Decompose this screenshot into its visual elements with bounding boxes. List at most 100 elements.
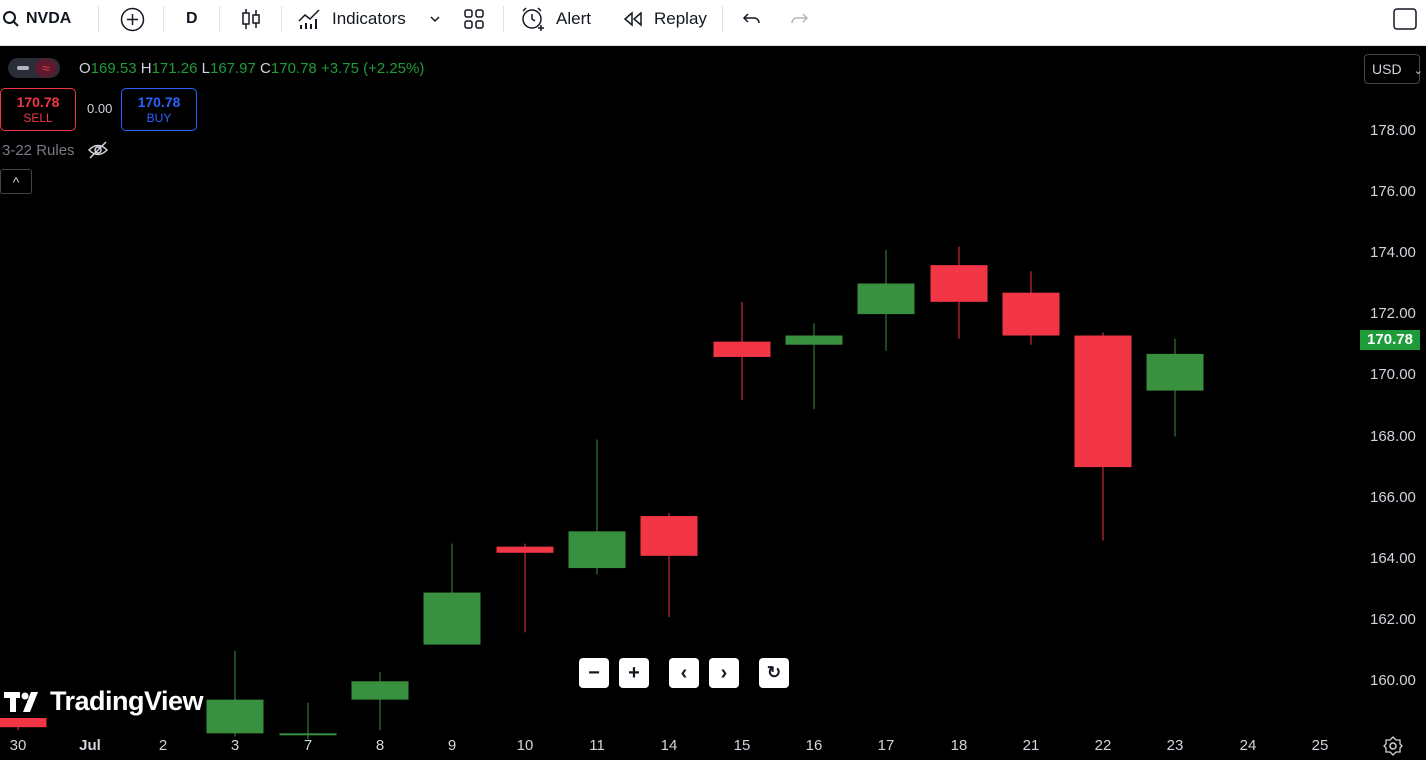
candle-14 bbox=[640, 513, 698, 618]
symbol-search[interactable]: NVDA bbox=[2, 0, 71, 38]
high-key: H bbox=[140, 60, 152, 77]
currency-select[interactable]: USD ⌄ bbox=[1364, 54, 1423, 84]
candle-21 bbox=[1002, 271, 1060, 345]
buy-price: 170.78 bbox=[137, 94, 181, 110]
candle-8 bbox=[351, 672, 409, 731]
scroll-right-button[interactable]: › bbox=[709, 658, 739, 688]
price-tick-label: 172.00 bbox=[1370, 305, 1416, 323]
time-tick-label: 8 bbox=[375, 737, 385, 754]
time-tick-label: 25 bbox=[1311, 737, 1329, 754]
minus-icon: − bbox=[588, 661, 600, 684]
price-tick-label: 166.00 bbox=[1370, 488, 1416, 506]
chevron-up-icon: ^ bbox=[12, 174, 20, 190]
indicators-icon bbox=[298, 9, 320, 29]
reset-chart-button[interactable]: ↻ bbox=[759, 658, 789, 688]
chart-area[interactable]: ≈ O169.53 H171.26 L167.97 C170.78 +3.75 … bbox=[0, 48, 1426, 760]
chevron-down-icon bbox=[430, 16, 440, 23]
candle-body bbox=[640, 516, 698, 556]
candle-body bbox=[279, 733, 337, 736]
divider bbox=[219, 6, 220, 32]
divider bbox=[163, 6, 164, 32]
alert-button[interactable]: Alert bbox=[520, 0, 591, 38]
candle-17 bbox=[857, 249, 915, 351]
candle-15 bbox=[713, 301, 771, 400]
replay-button[interactable]: Replay bbox=[622, 0, 707, 38]
candle-30 bbox=[0, 718, 47, 731]
scroll-left-button[interactable]: ‹ bbox=[669, 658, 699, 688]
eye-off-icon[interactable] bbox=[87, 140, 109, 160]
buy-button[interactable]: 170.78 BUY bbox=[121, 88, 197, 131]
undo-button[interactable] bbox=[742, 0, 762, 38]
candle-body bbox=[496, 546, 554, 553]
currency-label: USD bbox=[1372, 61, 1402, 77]
fullscreen-button[interactable] bbox=[1393, 0, 1417, 38]
candle-18 bbox=[930, 246, 988, 339]
high-value: 171.26 bbox=[151, 60, 198, 77]
time-tick-label: 30 bbox=[9, 737, 27, 754]
candle-body bbox=[857, 283, 915, 315]
candle-body bbox=[930, 265, 988, 302]
tradingview-logo[interactable]: TradingView bbox=[4, 686, 204, 717]
candlestick-series bbox=[0, 246, 1204, 740]
add-circle-icon bbox=[120, 7, 145, 31]
candle-body bbox=[568, 531, 626, 569]
zoom-in-button[interactable]: + bbox=[619, 658, 649, 688]
candle-16 bbox=[785, 323, 843, 409]
symbol-name: NVDA bbox=[26, 10, 72, 27]
alert-label: Alert bbox=[556, 9, 591, 28]
low-value: 167.97 bbox=[209, 60, 256, 77]
candle-3 bbox=[206, 650, 264, 737]
sell-label: SELL bbox=[23, 111, 53, 125]
candle-body bbox=[0, 718, 47, 728]
price-tick-label: 160.00 bbox=[1370, 672, 1416, 690]
time-tick-label: 22 bbox=[1094, 737, 1112, 754]
price-tick-label: 162.00 bbox=[1370, 611, 1416, 629]
interval-button[interactable]: D bbox=[186, 10, 198, 27]
time-tick-label: 18 bbox=[950, 737, 968, 754]
low-key: L bbox=[201, 60, 210, 77]
sell-button[interactable]: 170.78 SELL bbox=[0, 88, 76, 131]
indicator-name: 3-22 Rules bbox=[2, 142, 75, 159]
buy-label: BUY bbox=[146, 111, 172, 125]
time-tick-label: 7 bbox=[303, 737, 313, 754]
current-price-label: 170.78 bbox=[1360, 330, 1420, 350]
candle-body bbox=[713, 341, 771, 357]
plus-icon: + bbox=[628, 661, 640, 684]
candle-11 bbox=[568, 439, 626, 575]
gear-icon[interactable] bbox=[1383, 736, 1403, 756]
chevron-right-icon: › bbox=[720, 661, 728, 684]
price-tick-label: 170.00 bbox=[1370, 366, 1416, 384]
alarm-clock-icon bbox=[522, 7, 544, 31]
time-tick-label: 16 bbox=[805, 737, 823, 754]
time-tick-label: Jul bbox=[79, 737, 101, 754]
candle-body bbox=[785, 335, 843, 345]
minus-icon bbox=[17, 66, 29, 70]
candle-9 bbox=[423, 543, 481, 645]
candle-22 bbox=[1074, 332, 1132, 541]
candle-body bbox=[1074, 335, 1132, 468]
zoom-out-button[interactable]: − bbox=[579, 658, 609, 688]
price-tick-label: 176.00 bbox=[1370, 182, 1416, 200]
replay-label: Replay bbox=[654, 9, 707, 28]
redo-button[interactable] bbox=[789, 0, 809, 38]
chart-type-button[interactable] bbox=[240, 0, 262, 38]
open-value: 169.53 bbox=[90, 60, 137, 77]
time-tick-label: 17 bbox=[877, 737, 895, 754]
time-tick-label: 2 bbox=[158, 737, 168, 754]
layouts-button[interactable] bbox=[463, 0, 485, 38]
divider bbox=[722, 6, 723, 32]
wave-icon: ≈ bbox=[35, 59, 57, 77]
divider bbox=[281, 6, 282, 32]
series-toggle[interactable]: ≈ bbox=[8, 58, 60, 78]
indicators-label: Indicators bbox=[332, 9, 406, 28]
candle-body bbox=[351, 681, 409, 700]
chevron-left-icon: ‹ bbox=[680, 661, 688, 684]
reset-icon: ↻ bbox=[766, 663, 782, 682]
candle-7 bbox=[279, 702, 337, 740]
templates-dropdown[interactable] bbox=[428, 0, 442, 38]
top-toolbar: NVDA D Indicators Alert Replay bbox=[0, 0, 1426, 46]
collapse-legend-button[interactable]: ^ bbox=[0, 169, 32, 194]
indicators-button[interactable]: Indicators bbox=[297, 0, 406, 38]
compare-button[interactable] bbox=[120, 0, 145, 38]
spread-value: 0.00 bbox=[87, 101, 113, 116]
